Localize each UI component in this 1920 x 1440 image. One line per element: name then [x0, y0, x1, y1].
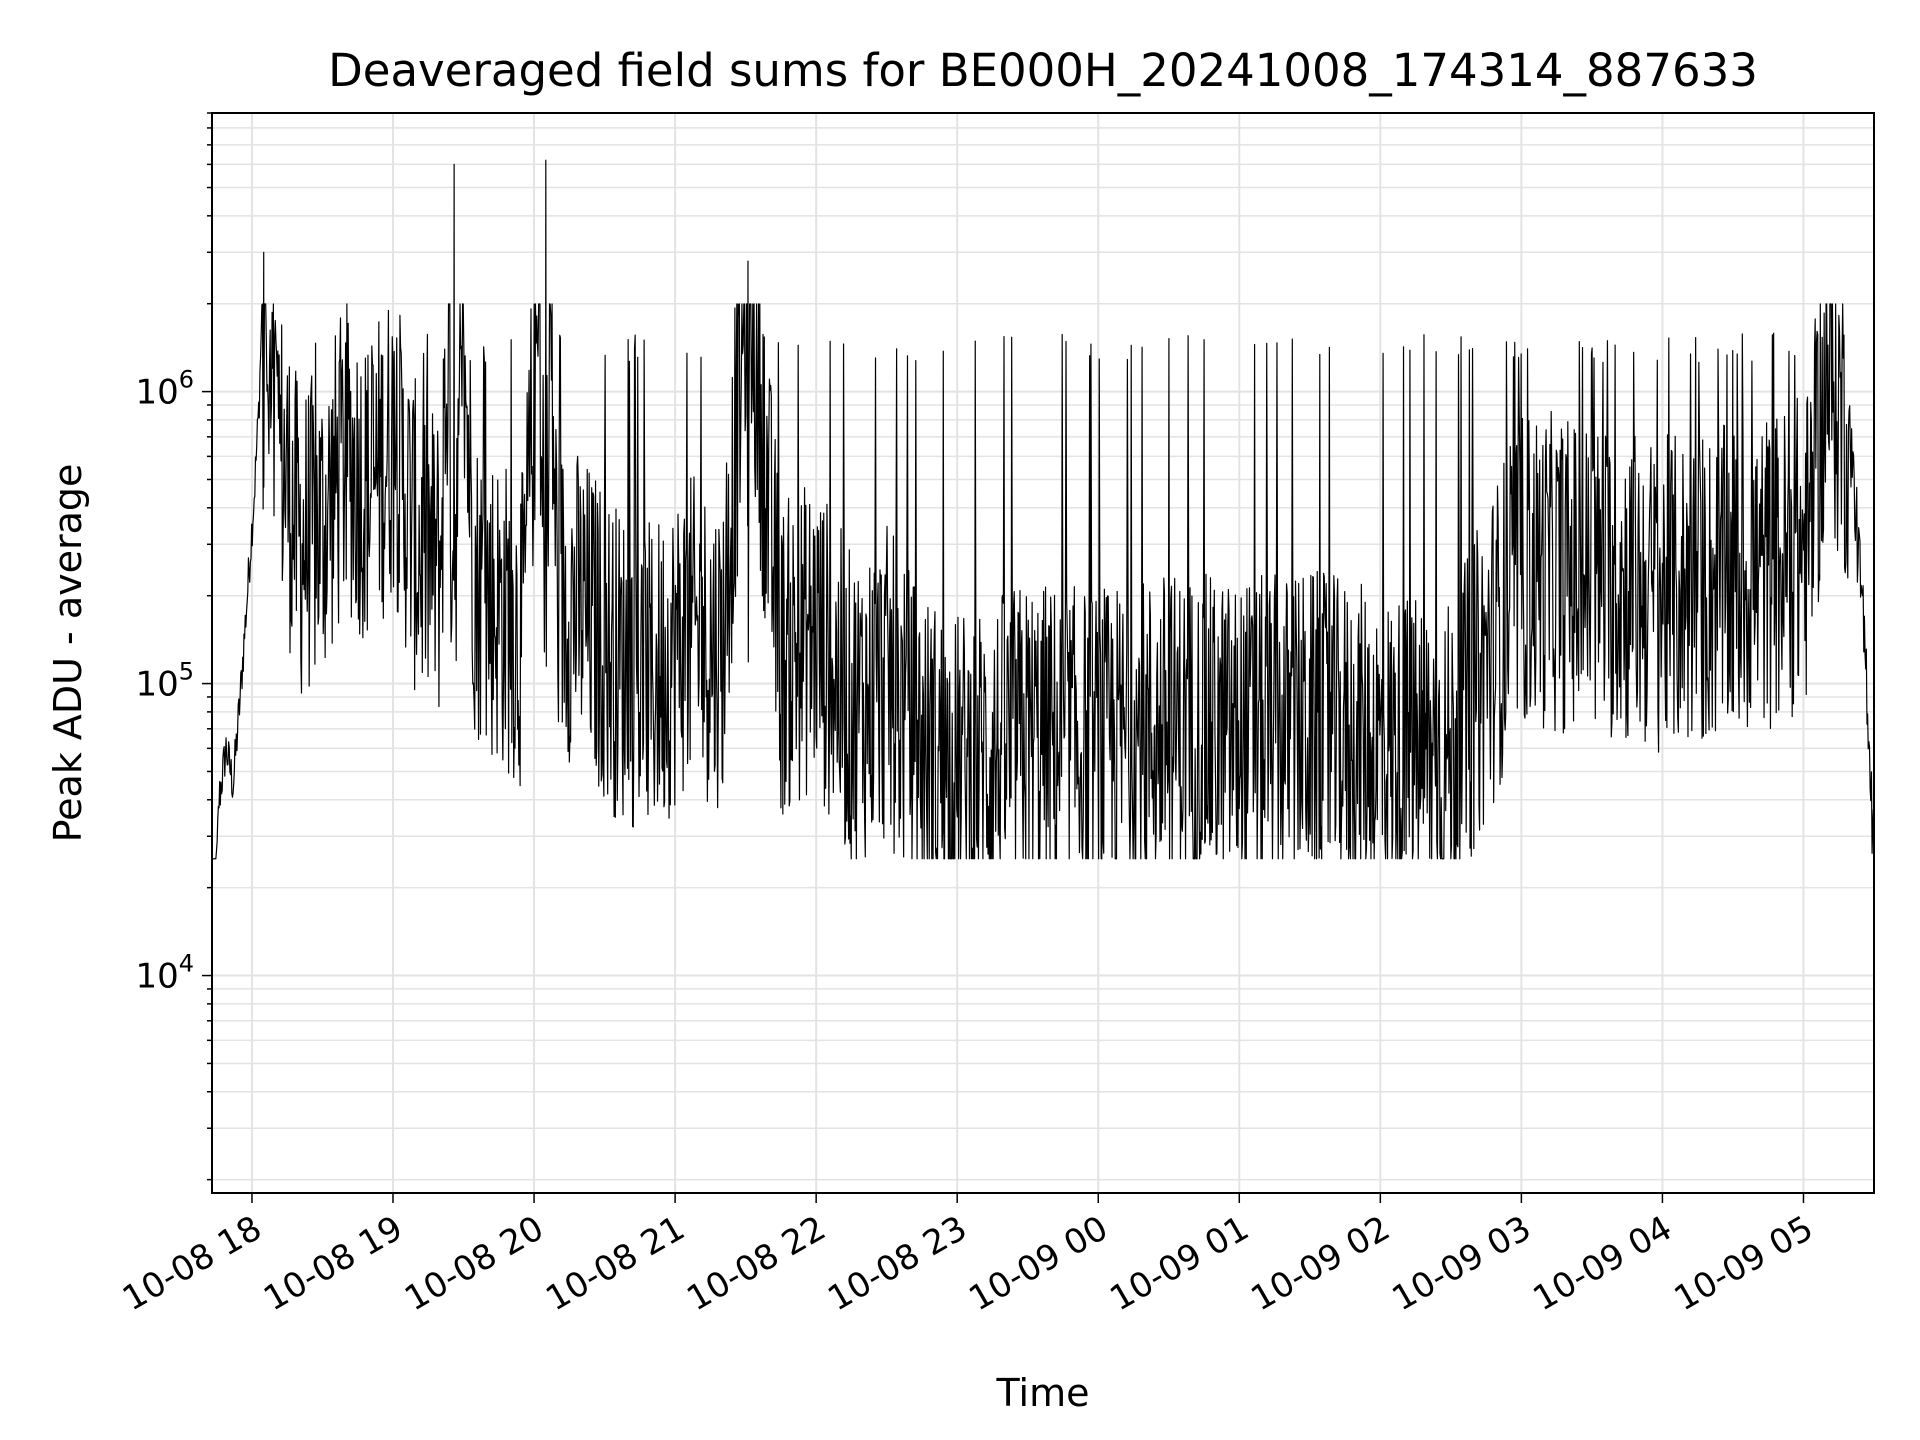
data-series	[212, 159, 1875, 860]
y-tick-label: 106	[135, 366, 194, 413]
y-tick-label: 104	[135, 950, 194, 997]
y-tick-label: 105	[135, 658, 194, 705]
plot-frame	[211, 112, 1875, 1194]
series-line	[212, 159, 1875, 860]
x-axis-label: Time	[996, 1371, 1090, 1415]
y-axis-label: Peak ADU - average	[46, 464, 90, 843]
chart-title: Deaveraged field sums for BE000H_2024100…	[328, 44, 1758, 97]
